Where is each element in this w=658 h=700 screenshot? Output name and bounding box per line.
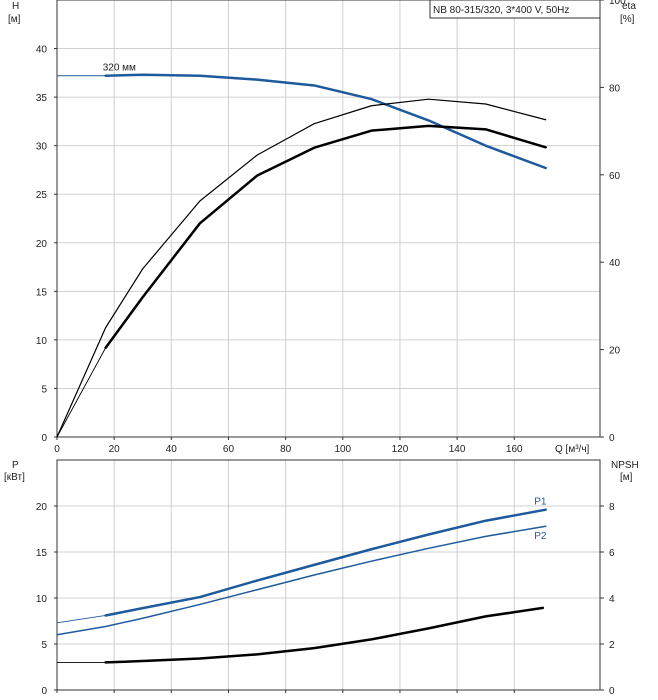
upper-left-tick-label: 15 xyxy=(36,287,48,298)
upper-right-tick-label: 0 xyxy=(609,433,615,444)
x-tick-label: 140 xyxy=(449,444,466,455)
x-tick-label: 120 xyxy=(392,444,409,455)
lower-axis-ticks: 0 5 10 15 20 0 2 4 6 8 xyxy=(36,502,615,697)
upper-right-axis-title: eta xyxy=(622,1,636,12)
upper-axis-ticks: 0 20 40 60 80 100 120 140 160 0 5 10 15 20 25 30 35 40 0 20… xyxy=(36,0,626,455)
upper-right-axis-unit: [%] xyxy=(620,14,635,25)
lower-left-tick-label: 20 xyxy=(36,502,48,513)
lower-left-tick-label: 0 xyxy=(41,686,47,697)
upper-right-tick-label: 20 xyxy=(609,346,621,357)
lower-left-tick-label: 10 xyxy=(36,594,48,605)
upper-eta_thick-lead-line xyxy=(56,347,106,438)
upper-left-tick-label: 25 xyxy=(36,190,48,201)
lower-npsh-line xyxy=(104,606,545,664)
upper-right-tick-label: 60 xyxy=(609,171,621,182)
lower-left-tick-label: 5 xyxy=(41,640,47,651)
lower-right-tick-label: 2 xyxy=(609,640,615,651)
lower-right-axis-title: NPSH xyxy=(611,460,639,471)
x-tick-label: 160 xyxy=(506,444,523,455)
x-tick-label: 80 xyxy=(280,444,292,455)
lower-right-tick-label: 4 xyxy=(609,594,615,605)
upper-h_curve-line xyxy=(104,73,547,170)
lower-left-tick-label: 15 xyxy=(36,548,48,559)
lower-right-tick-label: 8 xyxy=(609,502,615,513)
header-box-label: NB 80-315/320, 3*400 V, 50Hz xyxy=(433,5,569,16)
upper-grid xyxy=(57,0,600,437)
upper-left-axis-title: H xyxy=(12,1,19,12)
upper-left-tick-label: 5 xyxy=(41,384,47,395)
x-tick-label: 60 xyxy=(223,444,235,455)
x-tick-label: 100 xyxy=(334,444,351,455)
upper-left-tick-label: 35 xyxy=(36,93,48,104)
x-tick-label: 20 xyxy=(109,444,121,455)
upper-h_curve-label: 320 мм xyxy=(103,63,136,74)
x-tick-label: 40 xyxy=(166,444,178,455)
lower-p1-label: P1 xyxy=(534,497,547,508)
x-axis-label: Q [м³/ч] xyxy=(555,444,590,455)
lower-plot-frame xyxy=(56,459,601,691)
upper-left-tick-label: 40 xyxy=(36,45,48,56)
upper-left-tick-label: 10 xyxy=(36,336,48,347)
lower-left-axis-unit: [кВт] xyxy=(4,472,25,483)
lower-p1-line xyxy=(104,508,547,617)
series-layer: 320 мм P1 P2 xyxy=(56,63,547,664)
lower-p1-lead-line xyxy=(56,615,106,624)
upper-plot-frame xyxy=(56,0,601,438)
x-tick-label: 0 xyxy=(54,444,60,455)
lower-right-axis-unit: [м] xyxy=(620,472,633,483)
lower-right-tick-label: 0 xyxy=(609,686,615,697)
lower-left-axis-title: P xyxy=(12,460,19,471)
upper-left-tick-label: 30 xyxy=(36,142,48,153)
upper-right-tick-label: 100 xyxy=(609,0,626,7)
header-box xyxy=(429,0,601,19)
lower-p2-label: P2 xyxy=(534,531,547,542)
upper-right-tick-label: 40 xyxy=(609,258,621,269)
upper-left-tick-label: 0 xyxy=(41,433,47,444)
lower-right-tick-label: 6 xyxy=(609,548,615,559)
upper-eta_thick-line xyxy=(104,124,547,350)
upper-left-tick-label: 20 xyxy=(36,239,48,250)
upper-eta_thin-line xyxy=(56,98,547,438)
upper-left-axis-unit: [м] xyxy=(8,14,21,25)
upper-right-tick-label: 80 xyxy=(609,83,621,94)
lower-grid xyxy=(57,460,600,690)
lower-p2-line xyxy=(56,525,547,636)
